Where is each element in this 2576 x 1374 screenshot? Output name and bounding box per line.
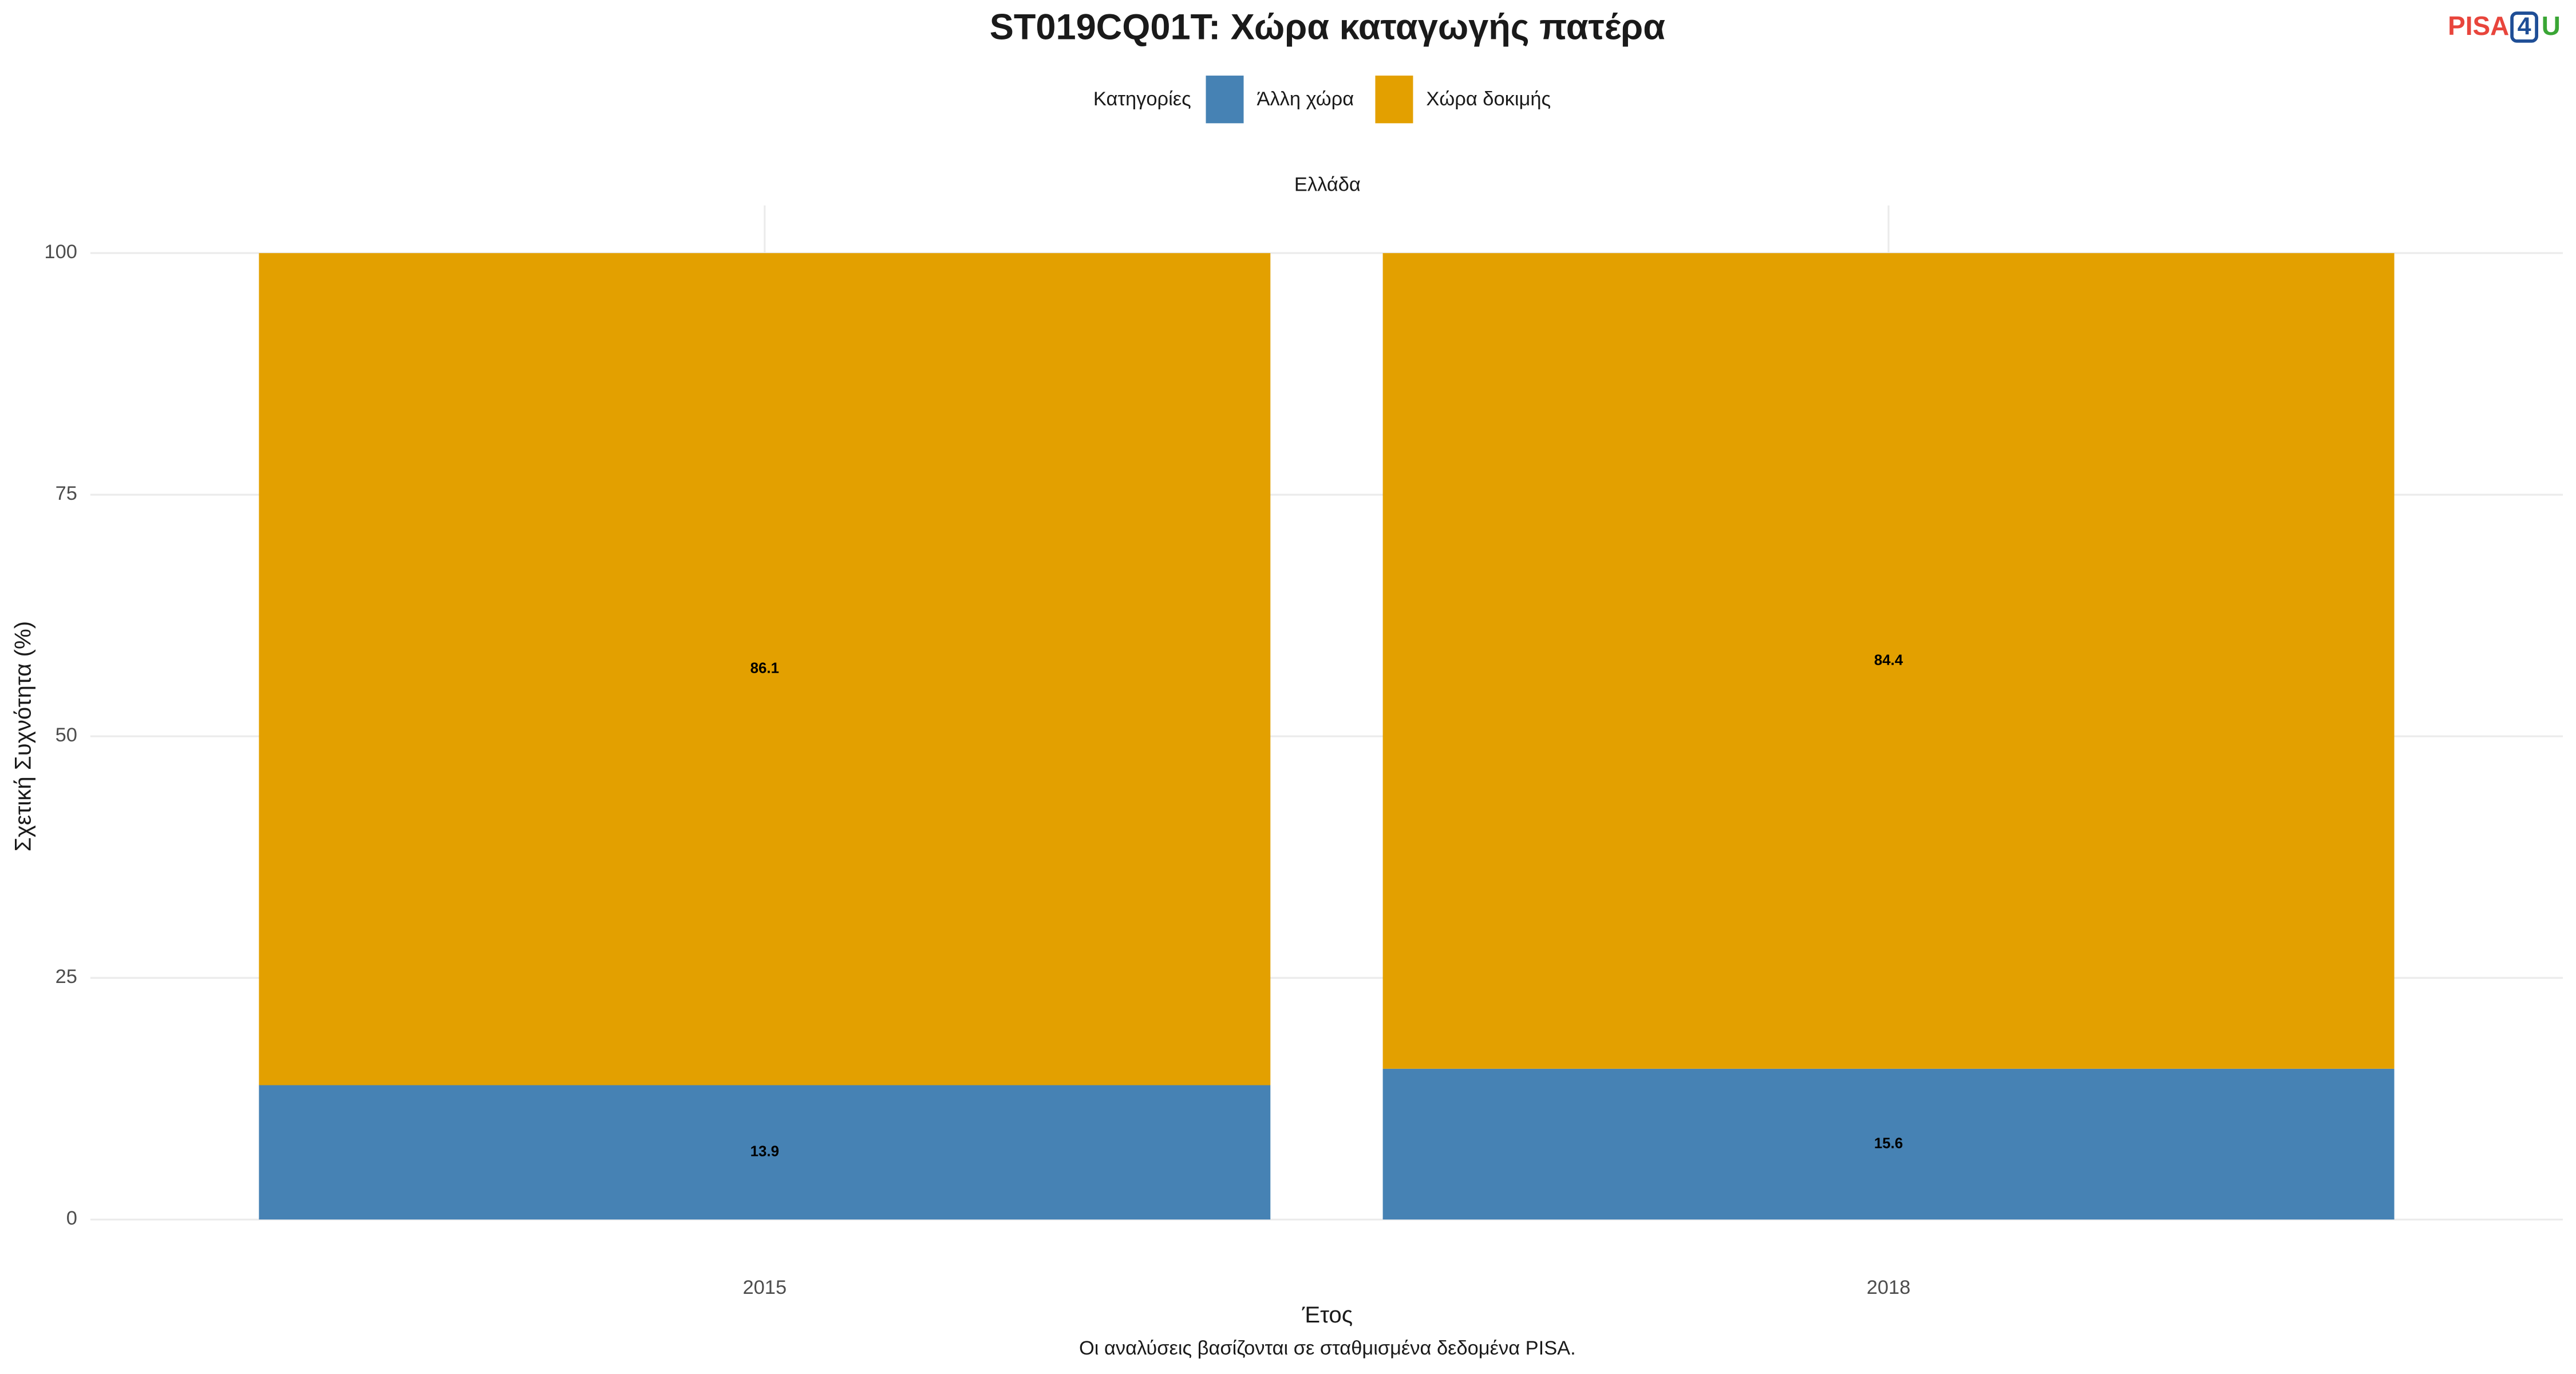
caption: Οι αναλύσεις βασίζονται σε σταθμισμένα δ… — [1079, 1337, 1576, 1359]
logo-text: U — [2542, 11, 2561, 41]
value-label: 13.9 — [750, 1144, 779, 1160]
logo-text: PISA — [2448, 11, 2509, 41]
bar-segment — [259, 1085, 1271, 1220]
x-axis-title: Έτος — [1302, 1302, 1353, 1328]
legend-label: Άλλη χώρα — [1257, 88, 1354, 110]
legend-label: Χώρα δοκιμής — [1426, 88, 1551, 110]
bar-segment — [259, 253, 1271, 1085]
legend-swatch — [1206, 76, 1244, 124]
y-tick-label: 0 — [66, 1207, 77, 1229]
x-tick-label: 2018 — [1867, 1277, 1911, 1298]
y-tick-label: 100 — [44, 241, 77, 263]
facet-label: Ελλάδα — [1294, 173, 1361, 195]
logo-text: 4 — [2518, 13, 2531, 40]
bar-segment — [1382, 1068, 2395, 1220]
logo-box — [2510, 11, 2538, 43]
value-label: 84.4 — [1874, 652, 1903, 668]
y-tick-label: 50 — [56, 724, 77, 746]
legend-swatch — [1375, 76, 1413, 124]
legend-title: Κατηγορίες — [1093, 88, 1191, 110]
y-axis-title: Σχετική Συχνότητα (%) — [10, 621, 36, 851]
x-tick-label: 2015 — [743, 1277, 787, 1298]
bar-segment — [1382, 253, 2395, 1069]
y-tick-label: 75 — [56, 483, 77, 504]
value-label: 86.1 — [750, 661, 779, 677]
chart-title: ST019CQ01T: Χώρα καταγωγής πατέρα — [990, 7, 1665, 47]
y-tick-label: 25 — [56, 966, 77, 988]
value-label: 15.6 — [1874, 1135, 1903, 1151]
